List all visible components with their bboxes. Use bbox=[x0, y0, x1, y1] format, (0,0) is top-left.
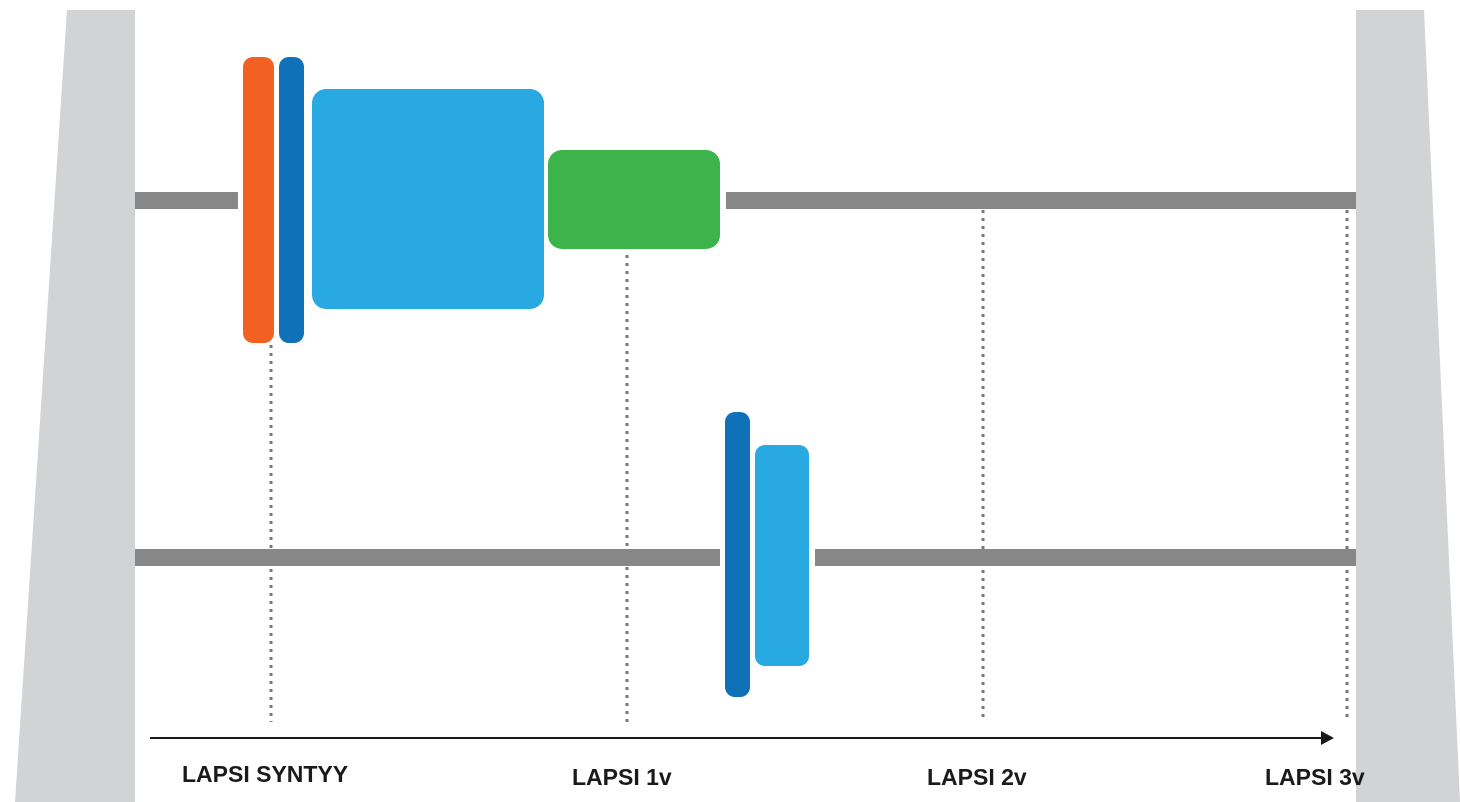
lower-track-segment-right bbox=[815, 549, 1356, 566]
lower-dark-blue-bar bbox=[725, 412, 750, 697]
milestone-guides bbox=[269, 210, 1349, 722]
upper-dark-blue-bar bbox=[279, 57, 304, 343]
milestone-label-lapsi-3v: LAPSI 3v bbox=[1265, 764, 1365, 790]
milestone-label-lapsi-1v: LAPSI 1v bbox=[572, 764, 672, 790]
milestone-label-lapsi-syntyy: LAPSI SYNTYY bbox=[182, 761, 348, 787]
upper-track-segment-right bbox=[726, 192, 1356, 209]
lower-track-segment-left bbox=[135, 549, 720, 566]
upper-track bbox=[135, 192, 1356, 209]
upper-light-blue-block bbox=[312, 89, 544, 309]
time-axis-arrowhead bbox=[1321, 731, 1334, 745]
lower-light-blue-block bbox=[755, 445, 809, 666]
upper-track-segment-left bbox=[135, 192, 238, 209]
milestone-label-lapsi-2v: LAPSI 2v bbox=[927, 764, 1027, 790]
upper-green-block bbox=[548, 150, 720, 249]
lower-track bbox=[135, 549, 1356, 566]
left-pillar bbox=[15, 10, 135, 802]
upper-orange-bar bbox=[243, 57, 274, 343]
right-pillar bbox=[1356, 10, 1460, 802]
